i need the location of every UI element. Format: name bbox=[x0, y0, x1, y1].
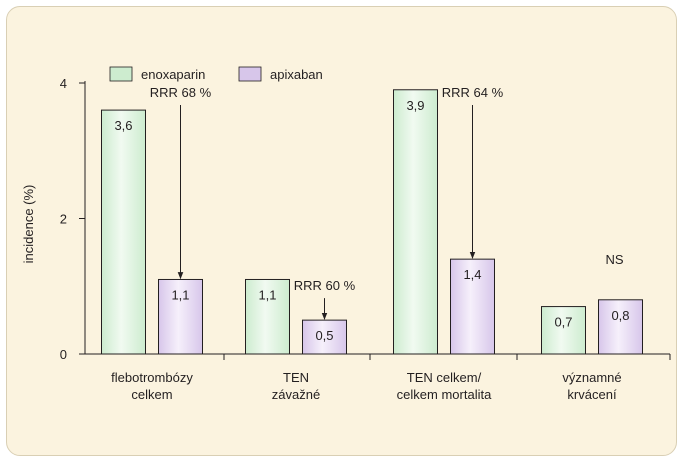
bar-value-label: 1,1 bbox=[258, 287, 276, 302]
bar-enoxaparin bbox=[101, 109, 146, 355]
rrr-annotation: RRR 64 % bbox=[442, 85, 504, 100]
bar-value-label: 1,1 bbox=[171, 287, 189, 302]
bar-enoxaparin bbox=[245, 278, 290, 355]
x-tick-label: celkem mortalita bbox=[397, 387, 492, 402]
bar-apixaban bbox=[598, 299, 643, 355]
x-tick-label: významné bbox=[562, 370, 621, 385]
y-tick-label: 0 bbox=[60, 347, 67, 362]
bar-value-label: 3,9 bbox=[406, 98, 424, 113]
legend-swatch-apixaban bbox=[238, 66, 262, 82]
x-tick-label: celkem bbox=[131, 387, 172, 402]
x-tick-label: flebotrombózy bbox=[111, 370, 193, 385]
x-tick-label: TEN celkem/ bbox=[407, 370, 482, 385]
legend: enoxaparin apixaban bbox=[109, 66, 323, 82]
legend-label-enoxaparin: enoxaparin bbox=[141, 67, 205, 82]
bar-apixaban bbox=[158, 278, 203, 355]
legend-label-apixaban: apixaban bbox=[270, 67, 323, 82]
y-axis-label: incidence (%) bbox=[21, 185, 36, 264]
bar-apixaban bbox=[450, 258, 495, 355]
bar-enoxaparin bbox=[541, 306, 586, 355]
rrr-annotation: RRR 68 % bbox=[150, 85, 212, 100]
bar-value-label: 0,7 bbox=[554, 315, 572, 330]
x-tick-label: krvácení bbox=[567, 387, 617, 402]
ns-annotation: NS bbox=[605, 252, 623, 267]
bar-value-label: 0,5 bbox=[315, 328, 333, 343]
bar-value-label: 1,4 bbox=[463, 267, 481, 282]
bar-enoxaparin bbox=[393, 89, 438, 355]
bar-value-label: 0,8 bbox=[611, 308, 629, 323]
legend-swatch-enoxaparin bbox=[109, 66, 133, 82]
x-tick-label: TEN bbox=[283, 370, 309, 385]
bar-value-label: 3,6 bbox=[114, 118, 132, 133]
y-tick-label: 2 bbox=[60, 212, 67, 227]
y-tick-label: 4 bbox=[60, 76, 67, 91]
bar-apixaban bbox=[302, 319, 347, 355]
x-tick-label: závažné bbox=[272, 387, 320, 402]
rrr-annotation: RRR 60 % bbox=[294, 278, 356, 293]
